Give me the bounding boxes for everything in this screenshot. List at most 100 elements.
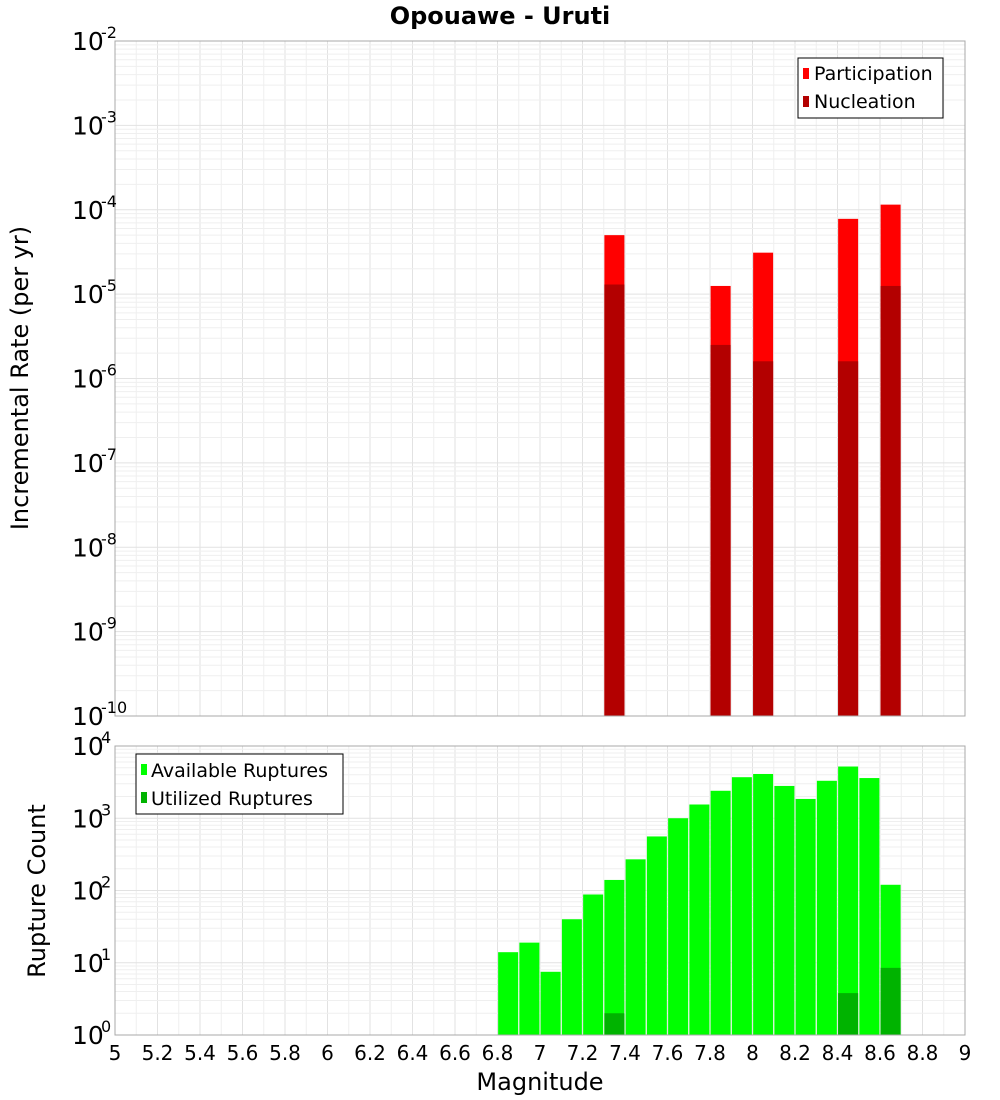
top-y-tick-exponent: -3 — [101, 107, 117, 126]
legend-swatch-available — [141, 764, 147, 775]
top-y-tick-exponent: -9 — [101, 614, 117, 633]
bottom-bar-available-ruptures — [731, 777, 752, 1035]
top-y-tick-exponent: -6 — [101, 361, 117, 380]
top-y-tick-exponent: -4 — [101, 192, 117, 211]
legend-swatch-nucleation — [803, 96, 809, 107]
x-tick-label: 6.6 — [439, 1041, 471, 1065]
bottom-bar-available-ruptures — [753, 773, 774, 1035]
bottom-y-tick-exponent: 4 — [101, 728, 111, 747]
top-panel-grid — [114, 41, 966, 717]
x-tick-label: 7.6 — [652, 1041, 684, 1065]
legend-swatch-participation — [803, 68, 809, 79]
top-y-tick-label: 10 — [72, 365, 104, 394]
top-y-tick-exponent: -5 — [101, 276, 117, 295]
x-tick-label: 6.4 — [397, 1041, 429, 1065]
top-bar-nucleation — [880, 285, 901, 716]
top-y-tick-exponent: -8 — [101, 529, 117, 548]
bottom-bar-available-ruptures — [795, 798, 816, 1035]
bottom-y-tick-exponent: 2 — [101, 873, 111, 892]
bottom-bar-available-ruptures — [710, 790, 731, 1035]
x-tick-label: 7 — [534, 1041, 547, 1065]
bottom-y-tick-label: 10 — [72, 877, 104, 906]
x-tick-label: 8 — [746, 1041, 759, 1065]
legend-label-available: Available Ruptures — [151, 760, 328, 782]
top-y-tick-label: 10 — [72, 618, 104, 647]
bottom-legend-box — [135, 753, 344, 815]
bottom-bar-available-ruptures — [774, 785, 795, 1035]
bottom-panel-frame — [114, 745, 966, 1036]
bottom-bar-available-ruptures — [625, 859, 646, 1035]
top-panel-bars — [604, 204, 901, 717]
bottom-bar-available-ruptures — [646, 836, 667, 1035]
top-y-tick-exponent: -10 — [101, 698, 127, 717]
x-tick-label: 5 — [109, 1041, 122, 1065]
top-y-tick-label: 10 — [72, 27, 104, 56]
bottom-bar-available-ruptures — [519, 942, 540, 1035]
bottom-bar-available-ruptures — [689, 804, 710, 1035]
bottom-y-tick-exponent: 0 — [101, 1017, 111, 1036]
bottom-y-tick-label: 10 — [72, 1021, 104, 1050]
bottom-bar-available-ruptures — [561, 919, 582, 1035]
bottom-y-tick-exponent: 1 — [101, 945, 111, 964]
top-y-tick-label: 10 — [72, 280, 104, 309]
x-tick-label: 6.2 — [354, 1041, 386, 1065]
x-tick-label: 5.2 — [142, 1041, 174, 1065]
top-y-tick-label: 10 — [72, 196, 104, 225]
bottom-y-axis-label: Rupture Count — [23, 804, 51, 978]
bottom-panel-x-ticks: 5 5.2 5.4 5.6 5.8 6 6.2 6.4 6.6 6.8 7 7.2 7.4 7.6 7.8 8… — [109, 1041, 972, 1065]
bottom-bar-available-ruptures — [859, 778, 880, 1035]
chart-title: Opouawe - Uruti — [390, 2, 611, 30]
legend-label-utilized: Utilized Ruptures — [151, 788, 313, 810]
legend-label-nucleation: Nucleation — [814, 91, 916, 113]
x-axis-label: Magnitude — [476, 1068, 603, 1096]
bottom-bar-available-ruptures — [816, 780, 837, 1035]
x-tick-label: 9 — [959, 1041, 972, 1065]
legend-label-participation: Participation — [814, 63, 933, 85]
bottom-bar-available-ruptures — [604, 879, 625, 1035]
top-y-tick-label: 10 — [72, 533, 104, 562]
top-y-tick-exponent: -2 — [101, 23, 117, 42]
bottom-bar-utilized-ruptures — [604, 1013, 625, 1035]
x-tick-label: 8.2 — [779, 1041, 811, 1065]
top-bar-nucleation — [753, 361, 774, 716]
bottom-y-tick-label: 10 — [72, 804, 104, 833]
x-tick-label: 5.8 — [269, 1041, 301, 1065]
bottom-y-tick-label: 10 — [72, 732, 104, 761]
bottom-bar-available-ruptures — [540, 971, 561, 1035]
top-bar-nucleation — [604, 284, 625, 716]
legend-swatch-utilized — [141, 792, 147, 803]
x-tick-label: 6 — [321, 1041, 334, 1065]
x-tick-label: 8.8 — [907, 1041, 939, 1065]
bottom-bar-available-ruptures — [668, 818, 689, 1035]
bottom-bar-available-ruptures — [498, 952, 519, 1035]
bottom-y-tick-label: 10 — [72, 949, 104, 978]
top-legend: Participation Nucleation — [797, 57, 944, 119]
x-tick-label: 7.2 — [567, 1041, 599, 1065]
bottom-bar-available-ruptures — [583, 894, 604, 1035]
bottom-legend: Available Ruptures Utilized Ruptures — [135, 753, 344, 815]
x-tick-label: 7.8 — [694, 1041, 726, 1065]
x-tick-label: 8.6 — [864, 1041, 896, 1065]
top-bar-nucleation — [710, 344, 731, 716]
top-bar-nucleation — [838, 361, 859, 716]
x-tick-label: 6.8 — [482, 1041, 514, 1065]
top-y-tick-exponent: -7 — [101, 445, 117, 464]
top-y-tick-label: 10 — [72, 449, 104, 478]
bottom-bar-utilized-ruptures — [838, 993, 859, 1035]
top-panel-frame — [114, 40, 966, 717]
top-y-tick-label: 10 — [72, 111, 104, 140]
top-legend-box — [797, 57, 944, 119]
bottom-bar-available-ruptures — [838, 766, 859, 1035]
bottom-y-tick-exponent: 3 — [101, 800, 111, 819]
bottom-panel-bars — [498, 766, 901, 1035]
top-y-axis-label: Incremental Rate (per yr) — [6, 226, 34, 530]
top-y-tick-label: 10 — [72, 702, 104, 731]
x-tick-label: 7.4 — [609, 1041, 641, 1065]
bottom-bar-utilized-ruptures — [880, 967, 901, 1035]
x-tick-label: 8.4 — [822, 1041, 854, 1065]
x-tick-label: 5.4 — [184, 1041, 216, 1065]
x-tick-label: 5.6 — [227, 1041, 259, 1065]
